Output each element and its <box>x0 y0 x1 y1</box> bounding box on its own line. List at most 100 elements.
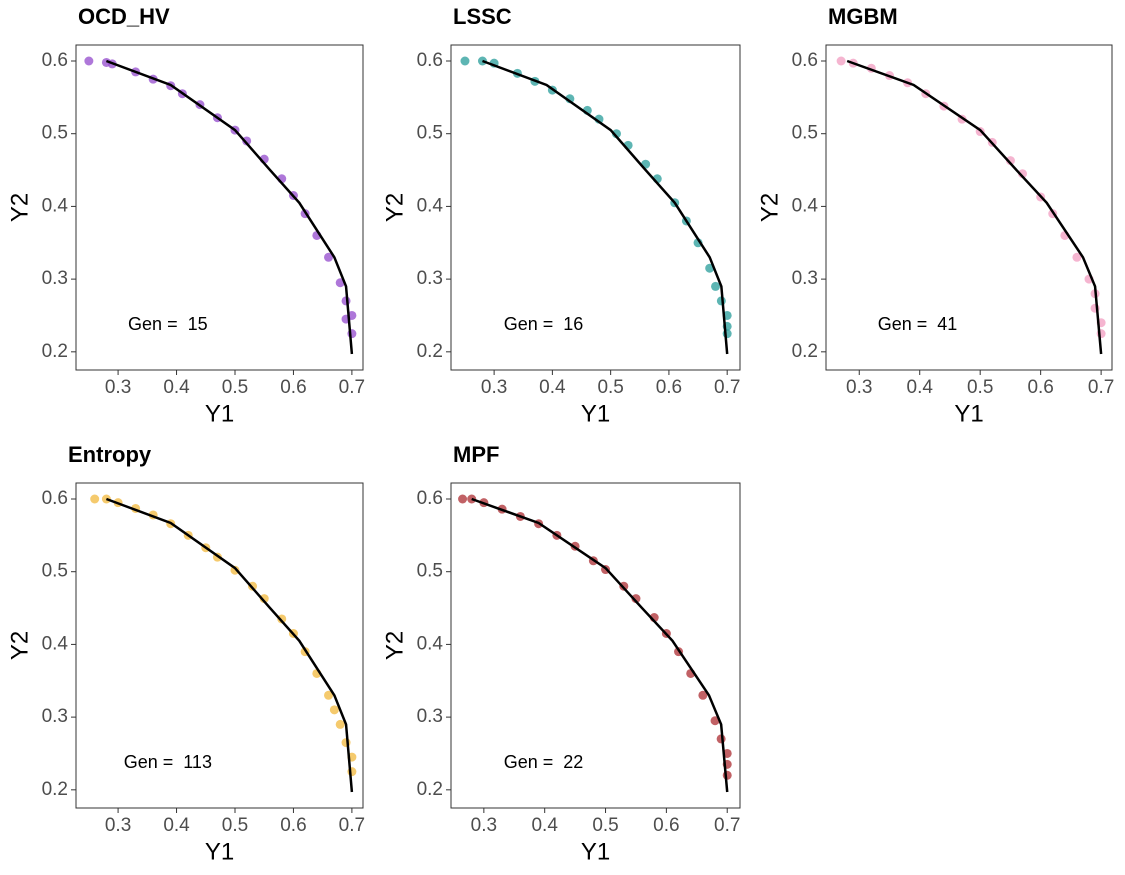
point <box>259 594 269 604</box>
panel: 0.3 0.4 0.5 0.6 0.7 0.2 0.3 0.4 0.5 0.6 Gen = 22 MP… <box>381 442 741 865</box>
y-axis-title: Y2 <box>381 193 408 222</box>
x-tick-label: 0.7 <box>1088 377 1114 398</box>
y-tick-label: 0.3 <box>42 268 68 289</box>
y-tick-label: 0.6 <box>417 488 443 509</box>
point <box>341 738 351 748</box>
y-tick-label: 0.4 <box>417 633 444 654</box>
y-tick-label: 0.5 <box>42 123 68 144</box>
y-tick-label: 0.2 <box>42 779 68 800</box>
x-tick-label: 0.4 <box>531 815 558 836</box>
x-tick-label: 0.3 <box>471 815 497 836</box>
x-tick-label: 0.3 <box>481 377 507 398</box>
plot-area <box>75 482 364 809</box>
point <box>277 614 287 624</box>
point <box>710 716 720 726</box>
x-tick-label: 0.4 <box>907 377 934 398</box>
point <box>324 690 334 700</box>
point <box>1072 252 1082 262</box>
point <box>242 136 252 146</box>
x-tick-label: 0.3 <box>846 377 872 398</box>
x-axis-title: Y1 <box>954 400 983 427</box>
y-tick-label: 0.6 <box>42 50 68 71</box>
point <box>329 705 339 715</box>
x-tick-label: 0.5 <box>597 377 623 398</box>
y-tick-label: 0.3 <box>42 706 68 727</box>
panel: 0.3 0.4 0.5 0.6 0.7 0.2 0.3 0.4 0.5 0.6 Gen = 15 OC… <box>6 4 365 428</box>
x-tick-label: 0.4 <box>163 815 190 836</box>
front-line <box>105 59 354 355</box>
y-axis-title: Y2 <box>756 193 783 222</box>
y-tick-label: 0.4 <box>42 633 69 654</box>
x-axis-title: Y1 <box>581 400 610 427</box>
point <box>335 719 345 729</box>
point <box>458 494 468 504</box>
y-axis-title: Y2 <box>381 631 408 660</box>
panel-title: MPF <box>453 442 499 467</box>
y-tick-label: 0.5 <box>42 561 68 582</box>
y-tick-label: 0.6 <box>42 488 68 509</box>
point <box>631 594 641 604</box>
x-tick-label: 0.7 <box>714 815 740 836</box>
plot-area <box>825 44 1113 371</box>
y-tick-label: 0.5 <box>417 561 443 582</box>
front-line <box>482 59 729 355</box>
x-axis-title: Y1 <box>205 838 234 865</box>
y-tick-label: 0.2 <box>417 779 443 800</box>
x-tick-label: 0.5 <box>967 377 993 398</box>
annotation: Gen = 41 <box>878 314 958 334</box>
point <box>698 690 708 700</box>
front-line <box>105 497 354 793</box>
y-tick-label: 0.2 <box>42 341 68 362</box>
x-tick-label: 0.5 <box>222 815 248 836</box>
panel: 0.3 0.4 0.5 0.6 0.7 0.2 0.3 0.4 0.5 0.6 Gen = 16 LS… <box>381 4 741 427</box>
x-tick-label: 0.6 <box>1027 377 1053 398</box>
annotation: Gen = 15 <box>128 314 208 334</box>
x-tick-label: 0.4 <box>539 377 566 398</box>
x-tick-label: 0.5 <box>222 377 248 398</box>
x-tick-label: 0.3 <box>105 815 131 836</box>
panel-title: OCD_HV <box>78 4 170 29</box>
panel-title: LSSC <box>453 4 512 29</box>
y-tick-label: 0.3 <box>417 268 443 289</box>
x-tick-label: 0.7 <box>714 377 740 398</box>
x-tick-label: 0.6 <box>280 815 306 836</box>
y-axis-title: Y2 <box>6 631 33 660</box>
y-axis-title: Y2 <box>6 193 33 222</box>
panel: 0.3 0.4 0.5 0.6 0.7 0.2 0.3 0.4 0.5 0.6 Gen = 41 MG… <box>756 4 1114 428</box>
annotation: Gen = 16 <box>504 314 584 334</box>
y-tick-label: 0.4 <box>792 195 819 216</box>
x-tick-label: 0.4 <box>163 377 190 398</box>
y-tick-label: 0.5 <box>417 123 443 144</box>
panel-title: MGBM <box>828 4 898 29</box>
annotation: Gen = 22 <box>504 752 584 772</box>
y-tick-label: 0.3 <box>792 268 818 289</box>
point <box>711 281 721 291</box>
plot-area <box>75 44 364 371</box>
x-tick-label: 0.6 <box>280 377 306 398</box>
x-tick-label: 0.7 <box>339 815 365 836</box>
point <box>90 494 100 504</box>
x-tick-label: 0.7 <box>339 377 365 398</box>
panel: 0.3 0.4 0.5 0.6 0.7 0.2 0.3 0.4 0.5 0.6 Gen = 113 E… <box>6 442 365 866</box>
y-tick-label: 0.6 <box>792 50 818 71</box>
front-line <box>846 59 1103 355</box>
point <box>836 56 846 66</box>
point <box>84 56 94 66</box>
front-line <box>471 497 729 793</box>
y-tick-label: 0.6 <box>417 50 443 71</box>
point <box>324 252 334 262</box>
x-tick-label: 0.6 <box>656 377 682 398</box>
plot-area <box>450 482 741 809</box>
x-axis-title: Y1 <box>205 400 234 427</box>
point <box>1005 156 1015 166</box>
y-tick-label: 0.2 <box>417 341 443 362</box>
y-tick-label: 0.3 <box>417 706 443 727</box>
x-tick-label: 0.6 <box>653 815 679 836</box>
y-tick-label: 0.2 <box>792 341 818 362</box>
x-tick-label: 0.5 <box>592 815 618 836</box>
point <box>460 56 470 66</box>
x-tick-label: 0.3 <box>105 377 131 398</box>
plot-area <box>450 44 741 371</box>
